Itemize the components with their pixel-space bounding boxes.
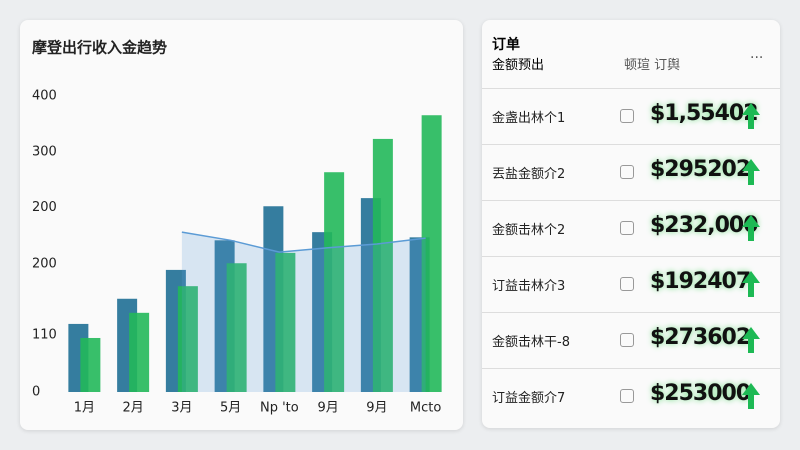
row-label: 金额击林个2 bbox=[492, 223, 566, 238]
checkbox[interactable] bbox=[620, 221, 634, 235]
checkbox[interactable] bbox=[620, 389, 634, 403]
area-line bbox=[181, 231, 426, 253]
order-row: 订益击林介3 $192407 bbox=[482, 256, 780, 313]
arrow-icon bbox=[742, 327, 760, 353]
orders-card: 订单 金额预出 顿瑄 订舆 ··· 金盏出林个1 $1,55402 丟盐金额介2 $2… bbox=[482, 20, 780, 428]
arrow-icon bbox=[742, 215, 760, 241]
order-row: 金盏出林个1 $1,55402 bbox=[482, 88, 780, 145]
panel-title: 订单 bbox=[492, 37, 520, 53]
order-row: 订益金额介7 $253000 bbox=[482, 368, 780, 425]
x-tick-label: 9月 bbox=[317, 401, 338, 416]
up-arrow bbox=[740, 269, 762, 303]
chart-title: 摩登出行收入金趋势 bbox=[32, 39, 167, 57]
up-arrow bbox=[740, 325, 762, 359]
bar bbox=[275, 252, 296, 392]
bar bbox=[177, 286, 198, 392]
up-arrow bbox=[740, 213, 762, 247]
up-arrow bbox=[740, 157, 762, 191]
x-tick-label: 5月 bbox=[220, 401, 241, 416]
x-tick-label: Np 'to bbox=[260, 401, 299, 416]
x-tick-label: 1月 bbox=[74, 401, 95, 416]
arrow-icon bbox=[742, 159, 760, 185]
up-arrow bbox=[740, 101, 762, 135]
amount: $253000 bbox=[650, 381, 751, 406]
order-row: 丟盐金额介2 $295202 bbox=[482, 144, 780, 201]
up-arrow bbox=[740, 381, 762, 415]
x-tick-label: 2月 bbox=[122, 401, 143, 416]
amount: $232,000 bbox=[650, 213, 759, 238]
row-label: 订益击林介3 bbox=[492, 279, 566, 294]
y-tick-label: 200 bbox=[32, 200, 57, 215]
area bbox=[181, 232, 426, 392]
bar bbox=[372, 138, 393, 392]
panel-subtitle: 金额预出 bbox=[492, 58, 545, 73]
checkbox[interactable] bbox=[620, 333, 634, 347]
filter[interactable]: 顿瑄 订舆 bbox=[624, 58, 681, 73]
chart-card: 摩登出行收入金趋势 0 110 200 200 300 400 1月 2月 3月 5月 Np 'to… bbox=[20, 20, 463, 430]
bar bbox=[421, 115, 442, 393]
amount: $1,55402 bbox=[650, 101, 759, 126]
amount: $295202 bbox=[650, 157, 751, 182]
y-tick-label: 0 bbox=[32, 385, 40, 400]
menu[interactable]: ··· bbox=[750, 50, 764, 66]
y-tick-label: 400 bbox=[32, 89, 57, 104]
checkbox[interactable] bbox=[620, 109, 634, 123]
checkbox[interactable] bbox=[620, 277, 634, 291]
amount: $273602 bbox=[650, 325, 751, 350]
row-label: 订益金额介7 bbox=[492, 391, 566, 406]
y-tick-label: 300 bbox=[32, 145, 57, 160]
row-label: 丟盐金额介2 bbox=[492, 167, 566, 182]
x-tick-label: Mcto bbox=[410, 401, 441, 416]
amount: $192407 bbox=[650, 269, 751, 294]
order-row: 金额击林干-8 $273602 bbox=[482, 312, 780, 369]
y-tick-label: 110 bbox=[32, 328, 57, 343]
bar bbox=[324, 172, 345, 392]
chart: 摩登出行收入金趋势 0 110 200 200 300 400 1月 2月 3月 5月 Np 'to… bbox=[32, 39, 442, 416]
x-tick-label: 3月 bbox=[171, 401, 192, 416]
order-row: 金额击林个2 $232,000 bbox=[482, 200, 780, 257]
arrow-icon bbox=[742, 103, 760, 129]
bar bbox=[80, 337, 101, 392]
bar bbox=[226, 263, 247, 392]
y-tick-label: 200 bbox=[32, 256, 57, 271]
checkbox[interactable] bbox=[620, 165, 634, 179]
arrow-icon bbox=[742, 271, 760, 297]
bar bbox=[129, 312, 150, 392]
x-tick-label: 9月 bbox=[366, 401, 387, 416]
arrow-icon bbox=[742, 383, 760, 409]
row-label: 金盏出林个1 bbox=[492, 111, 566, 126]
row-label: 金额击林干-8 bbox=[492, 335, 570, 350]
